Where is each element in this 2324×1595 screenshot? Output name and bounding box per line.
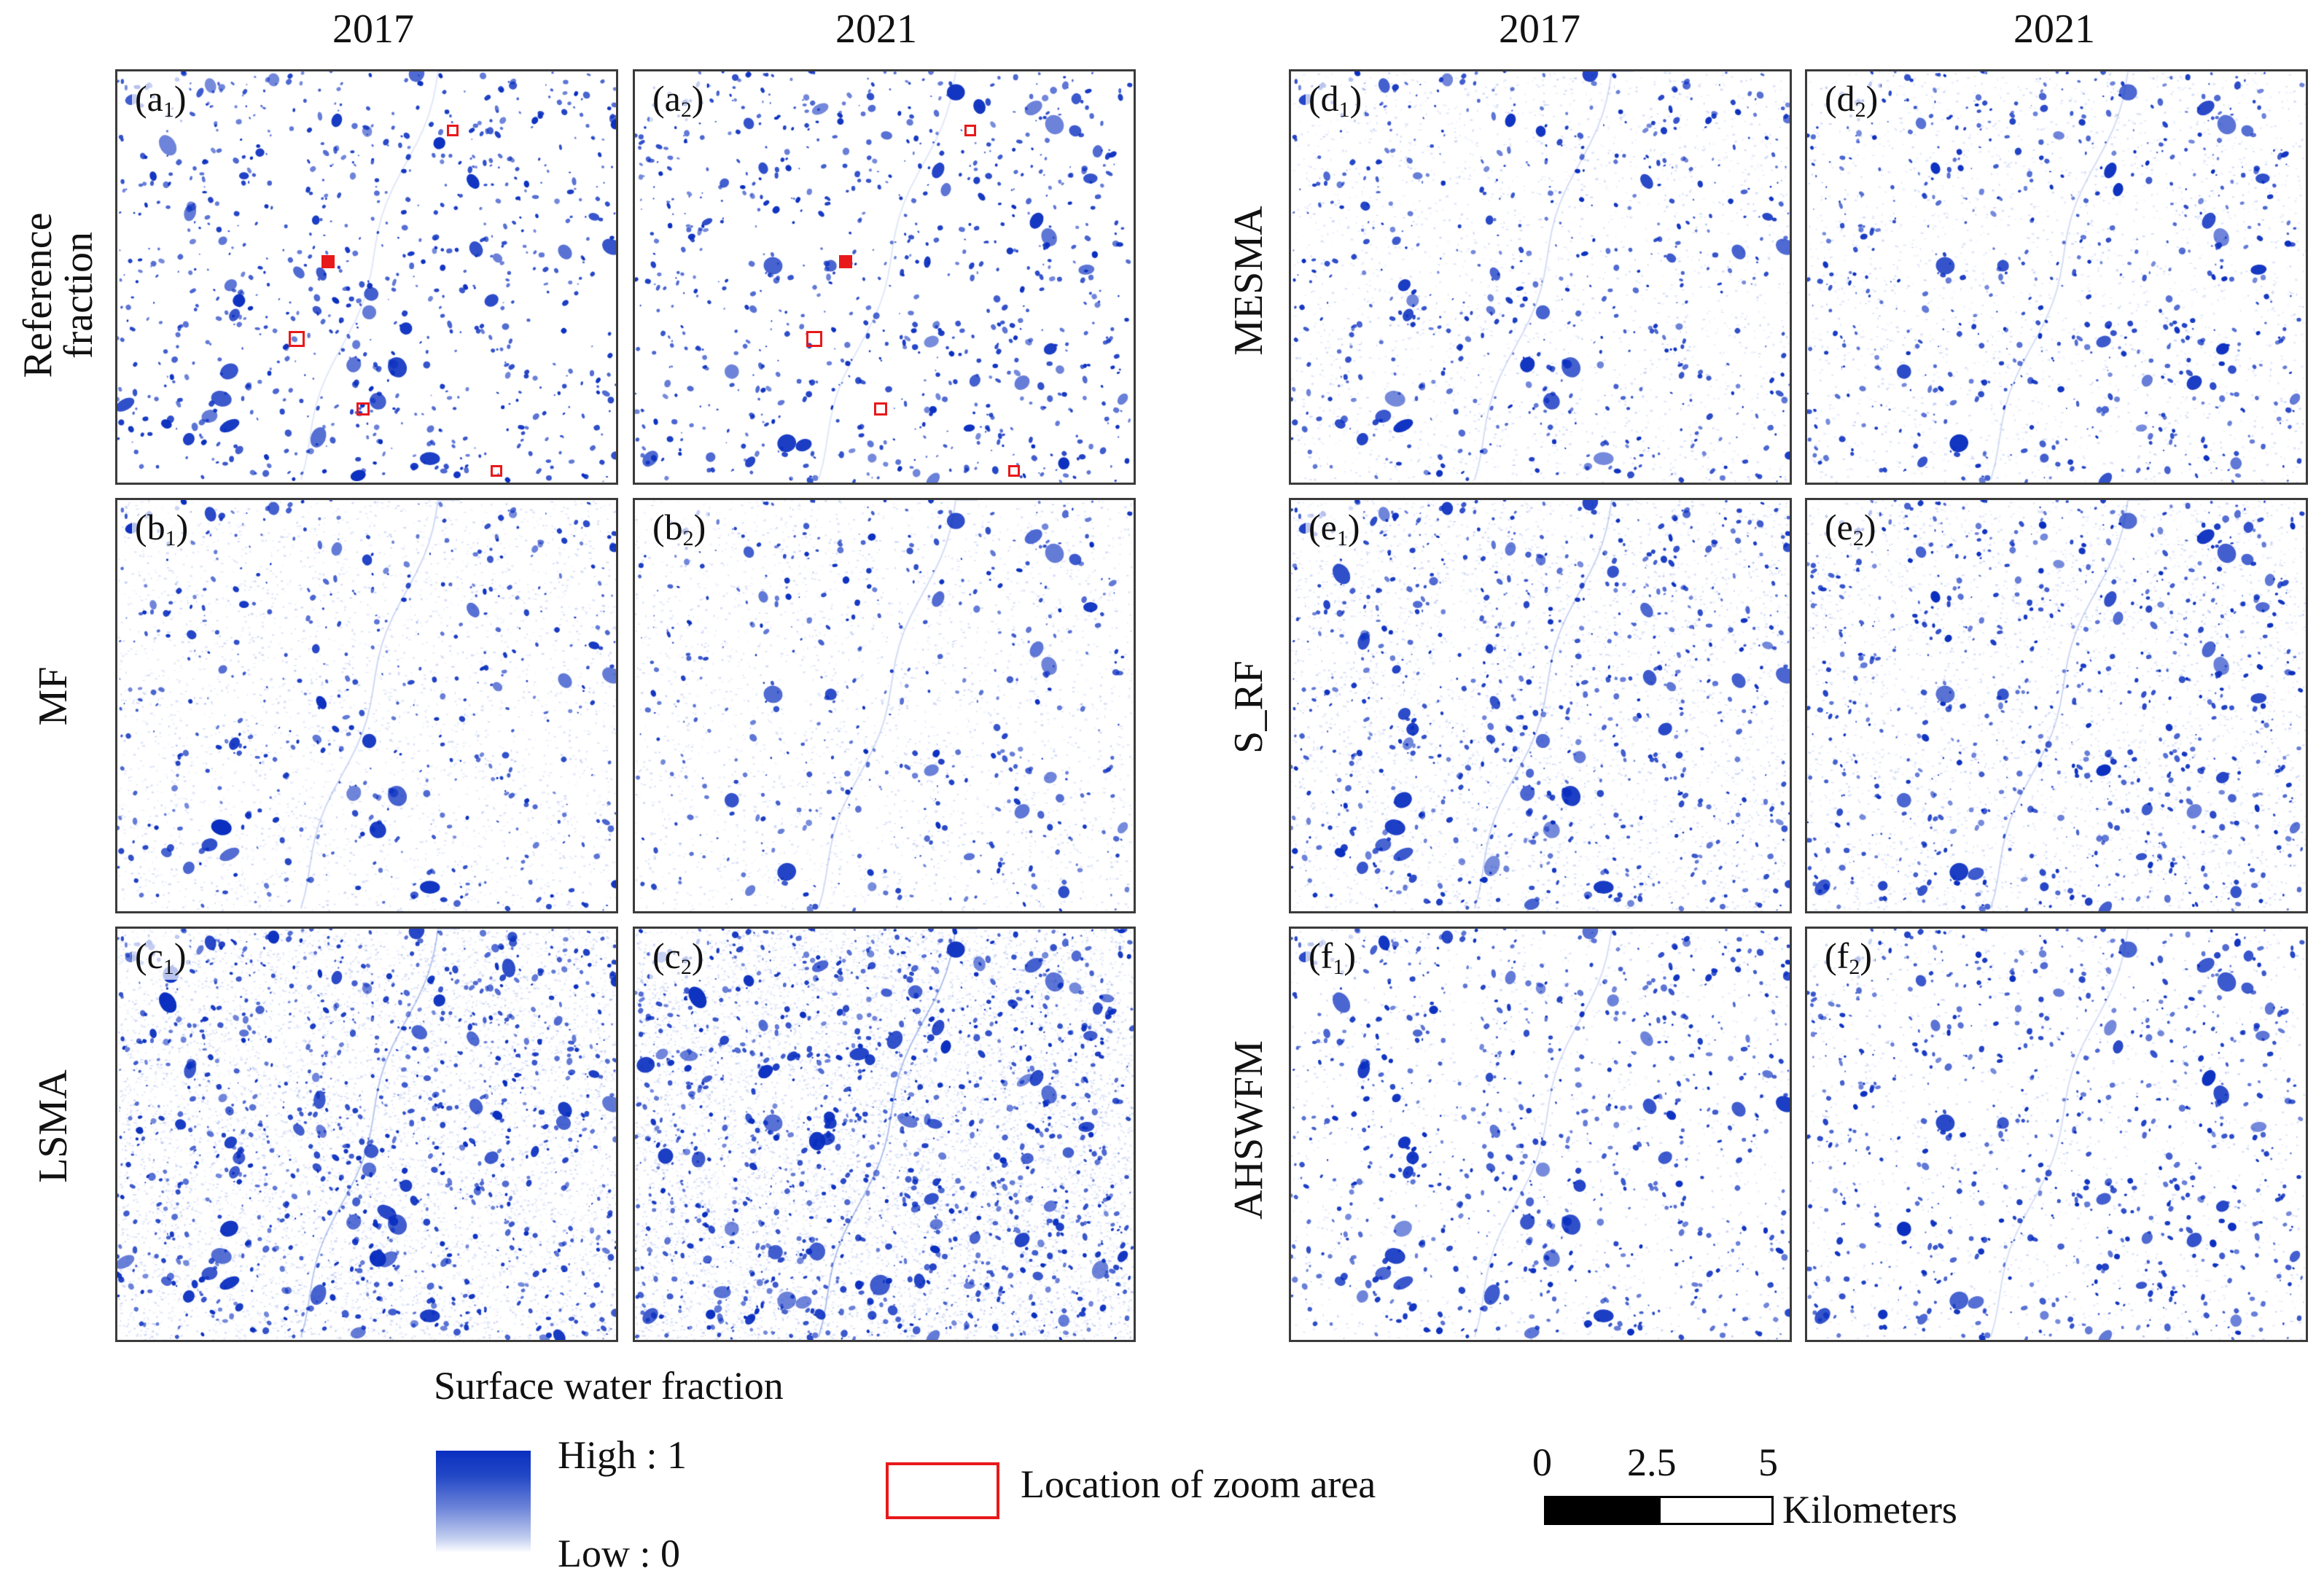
panel-label-f1: (f1) [1306, 935, 1359, 980]
zoom-area-box [1008, 465, 1020, 477]
water-fraction-map [1807, 71, 2306, 483]
legend-high-label: High : 1 [558, 1433, 687, 1477]
water-fraction-map [1291, 500, 1790, 911]
zoom-area-box [321, 255, 335, 268]
water-fraction-map [1807, 500, 2306, 911]
legend-gradient-ramp [436, 1451, 531, 1553]
map-panel-d2: (d2) [1805, 69, 2308, 485]
row-label-reference-fraction: Reference fraction [11, 164, 106, 426]
map-panel-a2: (a2) [633, 69, 1136, 485]
map-panel-c2: (c2) [633, 927, 1136, 1342]
row-label-s-rf: S_RF [1226, 660, 1271, 754]
panel-label-a1: (a1) [132, 77, 190, 122]
panel-label-e2: (e2) [1822, 506, 1879, 551]
map-panel-e1: (e1) [1289, 498, 1792, 913]
map-panel-b1: (b1) [115, 498, 618, 913]
zoom-area-box [447, 125, 459, 136]
water-fraction-map [635, 71, 1134, 483]
panel-label-a2: (a2) [650, 77, 707, 122]
panel-label-d2: (d2) [1822, 77, 1882, 122]
panel-label-c1: (c1) [132, 935, 190, 980]
map-panel-d1: (d1) [1289, 69, 1792, 485]
map-panel-a1: (a1) [115, 69, 618, 485]
scale-tick-5: 5 [1758, 1440, 1778, 1484]
row-label-reference-text: Reference fraction [15, 212, 101, 378]
year-header-left-2017: 2017 [332, 7, 414, 52]
zoom-area-box [491, 465, 502, 477]
panel-label-c2: (c2) [650, 935, 707, 980]
legend-title: Surface water fraction [434, 1364, 784, 1408]
panel-label-b1: (b1) [132, 506, 192, 551]
legend-low-label: Low : 0 [558, 1532, 680, 1575]
panel-label-b2: (b2) [650, 506, 709, 551]
scale-bar-empty-segment [1658, 1496, 1774, 1525]
zoom-area-box [289, 331, 305, 347]
year-header-right-2017: 2017 [1499, 7, 1580, 52]
map-panel-b2: (b2) [633, 498, 1136, 913]
row-label-lsma: LSMA [31, 1069, 76, 1183]
panel-label-d1: (d1) [1306, 77, 1365, 122]
year-header-right-2021: 2021 [2013, 7, 2095, 52]
map-panel-f1: (f1) [1289, 927, 1792, 1342]
legend-zoom-area-label: Location of zoom area [1021, 1462, 1376, 1506]
row-label-mesma: MESMA [1226, 206, 1271, 356]
zoom-area-box [839, 255, 852, 268]
water-fraction-map [117, 929, 616, 1340]
map-panel-e2: (e2) [1805, 498, 2308, 913]
scale-unit-label: Kilometers [1782, 1488, 1957, 1532]
water-fraction-map [1291, 71, 1790, 483]
scale-tick-2-5: 2.5 [1627, 1440, 1677, 1484]
legend-zoom-area-symbol [886, 1462, 999, 1519]
zoom-area-box [806, 331, 822, 347]
scale-bar-filled-segment [1544, 1496, 1661, 1525]
year-header-left-2021: 2021 [835, 7, 917, 52]
water-fraction-map [1807, 929, 2306, 1340]
panel-label-e1: (e1) [1306, 506, 1363, 551]
panel-label-f2: (f2) [1822, 935, 1875, 980]
water-fraction-map [117, 71, 616, 483]
water-fraction-map [635, 500, 1134, 911]
zoom-area-box [356, 402, 370, 416]
map-panel-f2: (f2) [1805, 927, 2308, 1342]
water-fraction-map [635, 929, 1134, 1340]
row-label-mf: MF [31, 666, 76, 726]
water-fraction-map [1291, 929, 1790, 1340]
zoom-area-box [964, 125, 976, 136]
scale-tick-0: 0 [1532, 1440, 1552, 1484]
zoom-area-box [874, 402, 887, 416]
row-label-ahswfm: AHSWFM [1226, 1040, 1271, 1220]
map-panel-c1: (c1) [115, 927, 618, 1342]
water-fraction-map [117, 500, 616, 911]
